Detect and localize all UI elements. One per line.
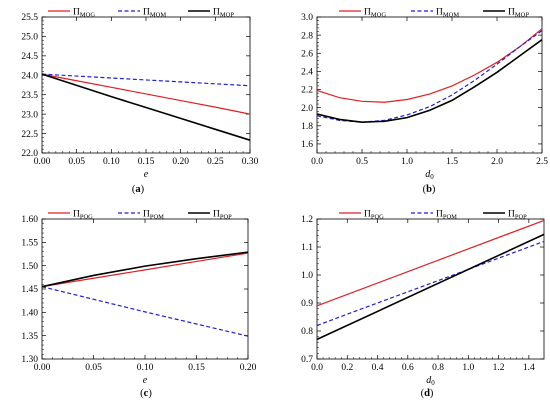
- legend-label-mom: ΠMOM: [436, 8, 459, 19]
- y-tick-label: 25.5: [21, 13, 38, 23]
- x-tick-label: 0.4: [372, 363, 384, 373]
- series-line-mog: [316, 28, 543, 103]
- series-line-pop: [316, 233, 545, 341]
- y-tick-label: 1.40: [21, 309, 38, 319]
- legend-label-pop: ΠPOP: [508, 210, 527, 221]
- series-line-mop: [316, 39, 543, 123]
- series-line-mom: [316, 30, 543, 123]
- x-tick-label: 2.0: [491, 157, 503, 167]
- x-axis-label: d0: [426, 375, 435, 387]
- x-tick-label: 0.20: [240, 363, 257, 373]
- y-tick-label: 1.55: [21, 239, 38, 249]
- y-tick-label: 2.4: [301, 68, 313, 78]
- y-tick-label: 22.0: [21, 149, 38, 159]
- series-line-pom: [41, 286, 249, 337]
- x-tick-label: 0.2: [341, 363, 353, 373]
- y-tick-label: 1.60: [21, 215, 38, 225]
- y-tick-label: 2.8: [301, 31, 313, 41]
- x-tick-label: 0.8: [432, 363, 444, 373]
- x-tick-label: 0.0: [311, 157, 323, 167]
- x-axis-label: e: [144, 169, 149, 180]
- y-tick-label: 0.9: [301, 299, 313, 309]
- x-tick-label: 0.00: [34, 363, 51, 373]
- x-tick-label: 1.0: [401, 157, 413, 167]
- legend-label-pog: ΠPOG: [364, 210, 384, 221]
- y-tick-label: 1.50: [21, 262, 38, 272]
- legend-label-pop: ΠPOP: [213, 210, 232, 221]
- panel-caption: (c): [140, 388, 152, 399]
- y-tick-label: 2.6: [301, 49, 313, 59]
- x-tick-label: 0.15: [138, 157, 155, 167]
- y-tick-label: 1.30: [21, 355, 38, 365]
- series-line-pom: [316, 240, 545, 326]
- y-tick-label: 23.0: [21, 110, 38, 120]
- y-tick-label: 1.1: [301, 243, 313, 253]
- plot-frame: [316, 16, 543, 154]
- x-tick-label: 1.5: [446, 157, 458, 167]
- plot-frame: [41, 218, 249, 360]
- x-tick-label: 0.10: [103, 157, 120, 167]
- y-tick-label: 0.8: [301, 327, 313, 337]
- y-tick-label: 1.35: [21, 332, 38, 342]
- plot-frame: [316, 218, 545, 360]
- x-tick-label: 0.20: [172, 157, 189, 167]
- x-tick-label: 0.0: [311, 363, 323, 373]
- y-tick-label: 22.5: [21, 130, 38, 140]
- legend-label-mog: ΠMOG: [364, 8, 386, 19]
- x-tick-label: 0.5: [356, 157, 368, 167]
- legend-label-mop: ΠMOP: [508, 8, 529, 19]
- y-tick-label: 24.0: [21, 71, 38, 81]
- x-tick-label: 0.05: [85, 363, 102, 373]
- panel-b: 0.0 0.5 1.0 1.5 2.0 2.5 1.6 1.8 2.0 2.2 2.4 2.6 2.8 3…: [301, 8, 548, 196]
- panel-caption: (a): [132, 184, 145, 195]
- y-tick-label: 2.2: [301, 86, 313, 96]
- panel-c: 0.00 0.05 0.10 0.15 0.20 1.30 1.35 1.40 1.45 1.50…: [21, 210, 256, 400]
- y-tick-label: 1.6: [301, 140, 313, 150]
- x-tick-label: 1.0: [462, 363, 474, 373]
- y-tick-label: 1.45: [21, 285, 38, 295]
- series-line-mop: [41, 73, 251, 141]
- panel-caption: (b): [423, 184, 436, 195]
- series-line-pop: [41, 251, 249, 288]
- x-tick-label: 0.15: [188, 363, 205, 373]
- y-tick-label: 24.5: [21, 52, 38, 62]
- legend-label-mom: ΠMOM: [143, 8, 166, 19]
- y-tick-label: 23.5: [21, 91, 38, 101]
- legend-label-mop: ΠMOP: [213, 8, 234, 19]
- x-tick-label: 0.05: [68, 157, 85, 167]
- x-tick-label: 0.6: [402, 363, 414, 373]
- x-tick-label: 0.10: [137, 363, 154, 373]
- x-tick-label: 2.5: [536, 157, 548, 167]
- series-line-mom: [41, 73, 251, 87]
- x-tick-label: 1.2: [493, 363, 505, 373]
- series-line-pog: [41, 252, 249, 288]
- series-line-pog: [316, 219, 545, 307]
- y-tick-label: 3.0: [301, 13, 313, 23]
- y-tick-label: 0.7: [301, 355, 313, 365]
- legend-label-pom: ΠPOM: [143, 210, 164, 221]
- x-tick-label: 0.00: [34, 157, 51, 167]
- y-tick-label: 1.8: [301, 122, 313, 132]
- y-tick-label: 1.0: [301, 271, 313, 281]
- x-tick-label: 0.25: [207, 157, 224, 167]
- legend-label-pom: ΠPOM: [436, 210, 457, 221]
- x-axis-label: d0: [425, 169, 434, 181]
- x-tick-label: 0.30: [242, 157, 259, 167]
- legend-label-mog: ΠMOG: [73, 8, 95, 19]
- y-tick-label: 25.0: [21, 33, 38, 43]
- legend-label-pog: ΠPOG: [73, 210, 93, 221]
- x-tick-label: 1.4: [523, 363, 535, 373]
- series-line-mog: [41, 73, 251, 115]
- panel-d: 0.0 0.2 0.4 0.6 0.8 1.0 1.2 1.4 0.7 0.8 0.9 1.0 1.1 1…: [301, 210, 545, 399]
- y-tick-label: 1.2: [301, 215, 313, 225]
- x-axis-label: e: [143, 375, 148, 386]
- panel-caption: (d): [421, 388, 434, 399]
- y-tick-label: 2.0: [301, 104, 313, 114]
- panel-a: 0.00 0.05 0.10 0.15 0.20 0.25 0.30 22.0 22.5 23.0…: [21, 8, 258, 196]
